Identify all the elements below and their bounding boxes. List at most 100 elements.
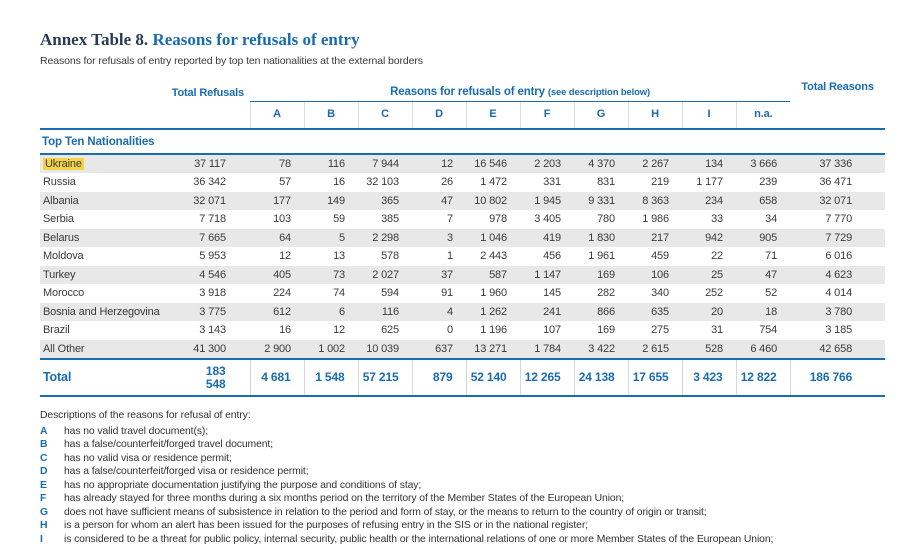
reason-column-header: F <box>519 101 574 130</box>
nationality-cell: All Other <box>40 339 190 359</box>
total-reason-value: 12 265 <box>519 358 574 397</box>
reason-value-cell: 1 830 <box>574 228 628 247</box>
description-code: H <box>40 520 48 531</box>
reason-value-cell: 12 <box>333 324 345 336</box>
reason-value-cell: 78 <box>250 153 304 173</box>
reason-value-cell: 16 <box>333 176 345 188</box>
table-row: Turkey 4 546 405 73 2 027 37 587 1 147 169 106 25 4… <box>40 265 886 284</box>
reason-value-cell: 275 <box>651 324 669 336</box>
reason-value-cell: 866 <box>574 302 628 321</box>
nationality-label: Bosnia and Herzegovina <box>43 305 160 318</box>
reason-value-cell: 16 <box>279 324 291 336</box>
reason-value-cell: 12 <box>279 250 291 262</box>
table-number-label: Annex Table 8. <box>40 30 149 49</box>
reason-value-cell: 239 <box>759 176 778 188</box>
reason-value-cell: 26 <box>441 176 453 188</box>
reason-value-cell: 8 363 <box>628 191 682 210</box>
table-row: Morocco 3 918 224 74 594 91 1 960 145 282 340 252 5… <box>40 284 885 303</box>
reason-value-cell: 831 <box>597 176 615 188</box>
reason-value-cell: 12 <box>412 153 466 173</box>
reason-value-cell: 22 <box>711 250 723 262</box>
reason-value-cell: 419 <box>520 228 574 247</box>
reason-column-header: A <box>249 101 304 130</box>
total-reasons-header: Total Reasons <box>790 80 886 130</box>
table-row: All Other 41 300 2 900 1 002 10 039 637 13 271… <box>40 339 886 359</box>
reason-value-cell: 149 <box>304 191 358 210</box>
nationality-cell: Albania <box>40 191 190 210</box>
total-reasons-cell: 3 780 <box>790 302 886 321</box>
reason-value-cell: 224 <box>273 287 291 299</box>
total-refusals-cell: 37 117 <box>190 153 250 173</box>
reason-value-cell: 16 546 <box>466 153 520 173</box>
reason-value-cell: 1 196 <box>480 324 507 336</box>
total-reasons-cell: 4 014 <box>825 287 853 299</box>
table-row: Moldova 5 953 12 13 578 1 2 443 456 1 961 459 22 71… <box>40 247 885 266</box>
reason-value-cell: 2 615 <box>628 339 682 359</box>
reason-value-cell: 1 046 <box>466 228 520 247</box>
reason-value-cell: 219 <box>651 176 669 188</box>
reason-value-cell: 234 <box>682 191 736 210</box>
description-code: C <box>40 452 48 464</box>
total-reason-value: 1 548 <box>303 358 358 397</box>
total-reasons-cell: 7 729 <box>790 228 886 247</box>
reason-value-cell: 2 900 <box>250 339 304 359</box>
reason-value-cell: 1 961 <box>588 250 615 262</box>
table-title-label: Reasons for refusals of entry <box>152 30 360 49</box>
reason-value-cell: 637 <box>412 339 466 359</box>
total-refusals-cell: 41 300 <box>190 339 250 359</box>
table-body: Top Ten Nationalities Ukraine 37 117 78 116… <box>40 129 886 359</box>
table-row: Bosnia and Herzegovina 3 775 612 6 116 4 1 262… <box>40 302 886 321</box>
reason-value-cell: 20 <box>682 302 736 321</box>
total-reason-value: 57 215 <box>357 358 412 397</box>
reason-value-cell: 7 944 <box>358 153 412 173</box>
total-reasons-cell: 32 071 <box>790 191 886 210</box>
reason-value-cell: 169 <box>574 265 628 284</box>
reason-value-cell: 340 <box>651 287 669 299</box>
table-row: Ukraine 37 117 78 116 7 944 12 16 546 2 203 4 37… <box>40 153 886 173</box>
reasons-span-title: Reasons for refusals of entry <box>390 86 548 98</box>
reason-value-cell: 1 945 <box>520 191 574 210</box>
total-reason-value: 879 <box>411 358 466 397</box>
reason-value-cell: 3 666 <box>736 153 791 173</box>
table-row: Albania 32 071 177 149 365 47 10 802 1 945 9 331… <box>40 191 886 210</box>
total-refusals-cell: 3 918 <box>199 287 226 299</box>
description-text: has a false/counterfeit/forged visa or r… <box>64 466 309 477</box>
reason-value-cell: 74 <box>333 287 345 299</box>
reason-value-cell: 754 <box>759 324 778 336</box>
total-reason-value: 24 138 <box>573 358 628 397</box>
description-code: D <box>40 466 48 477</box>
reason-value-cell: 942 <box>682 228 736 247</box>
total-refusals-cell: 5 953 <box>199 250 226 262</box>
reason-value-cell: 405 <box>250 265 304 284</box>
reason-value-cell: 2 443 <box>480 250 507 262</box>
total-refusals-cell: 3 775 <box>190 302 250 321</box>
reason-value-cell: 1 784 <box>520 339 574 359</box>
total-reasons-cell: 6 016 <box>825 250 853 262</box>
total-reasons-cell: 37 336 <box>790 153 886 173</box>
reason-column-header: H <box>627 101 682 130</box>
nationality-cell: Belarus <box>40 228 190 247</box>
reason-value-cell: 10 039 <box>358 339 412 359</box>
nationality-cell: Ukraine <box>40 153 190 173</box>
description-text: has no appropriate documentation justify… <box>64 479 422 491</box>
reason-value-cell: 116 <box>358 302 412 321</box>
reason-value-cell: 13 271 <box>466 339 520 359</box>
total-refusals-cell: 32 071 <box>190 191 250 210</box>
total-refusals-cell: 36 342 <box>193 176 226 188</box>
total-refusals-value: 183 548 <box>190 358 250 397</box>
total-reasons-cell: 7 770 <box>825 213 853 225</box>
total-row: Total 183 548 4 681 1 548 57 215 879 52 … <box>40 358 886 397</box>
reason-value-cell: 385 <box>381 213 399 225</box>
reason-column-header: C <box>357 101 412 130</box>
description-code: F <box>40 493 47 504</box>
reason-value-cell: 177 <box>250 191 304 210</box>
nationality-label: Belarus <box>43 231 80 244</box>
reason-value-cell: 134 <box>682 153 736 173</box>
page-content: Annex Table 8. Reasons for refusals of e… <box>40 30 886 547</box>
total-reason-value: 52 140 <box>465 358 520 397</box>
